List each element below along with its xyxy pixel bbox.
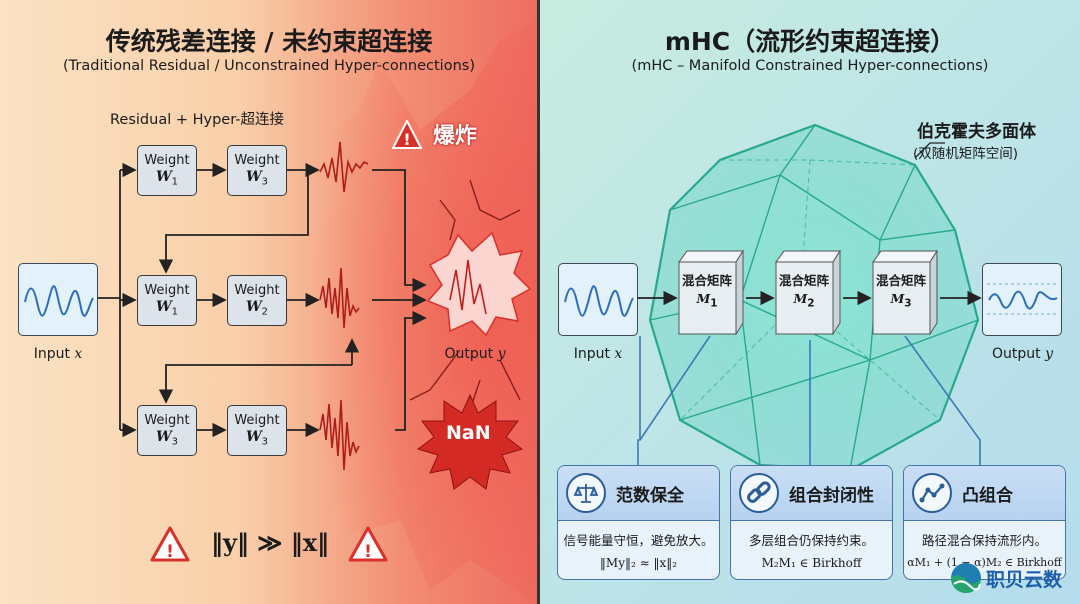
input-label: Input x	[573, 346, 623, 362]
panel-divider	[537, 0, 540, 604]
polytope-label: 伯克霍夫多面体	[917, 122, 1036, 142]
polytope-label-leader	[914, 142, 945, 159]
output-explosion	[426, 231, 532, 337]
output-label: Output y	[991, 346, 1053, 362]
left-diagram-graphics: ! ! !	[98, 20, 538, 604]
input-signal-box	[18, 263, 98, 336]
section-label: Residual + Hyper-超连接	[110, 112, 284, 128]
svg-text:!: !	[364, 542, 372, 562]
svg-text:!: !	[166, 542, 174, 562]
balance-scale-icon	[566, 473, 606, 513]
warning-icon	[392, 120, 422, 149]
warning-icon-left: !	[150, 526, 190, 562]
weight-box: Weight W3	[227, 145, 287, 196]
right-subtitle: (mHC – Manifold Constrained Hyper-connec…	[631, 58, 989, 74]
nan-starburst	[416, 393, 524, 490]
explosion-label: 爆炸	[433, 124, 478, 149]
cracks	[409, 179, 521, 411]
nan-label: NaN	[446, 422, 491, 444]
right-title: mHC（流形约束超连接）	[664, 27, 956, 56]
feature-card-convex-combination: 凸组合 路径混合保持流形内。 αM₁ + (1 − α)M₂ ∈ Birkhof…	[903, 465, 1066, 580]
warning-icon-right: !	[348, 526, 388, 562]
right-panel: mHC（流形约束超连接） (mHC – Manifold Constrained…	[540, 0, 1080, 604]
watermark-logo-icon	[951, 563, 981, 593]
svg-text:!: !	[403, 130, 410, 149]
line-chart-icon	[912, 473, 952, 513]
wave-icon	[24, 285, 94, 317]
left-title: 传统残差连接 / 未约束超连接	[105, 27, 433, 56]
mixing-matrix-cube: 混合矩阵 M3	[872, 250, 938, 335]
stable-wave-icon	[987, 283, 1058, 315]
input-label: Input x	[33, 346, 83, 362]
feature-card-compositional-closure: 组合封闭性 多层组合仍保持约束。 M₂M₁ ∈ Birkhoff	[730, 465, 893, 580]
left-subtitle: (Traditional Residual / Unconstrained Hy…	[63, 58, 475, 74]
weight-box: Weight W1	[137, 145, 197, 196]
noisy-signals	[319, 141, 369, 471]
weight-box: Weight W2	[227, 275, 287, 326]
output-label: Output y	[444, 346, 506, 362]
left-panel: 传统残差连接 / 未约束超连接 (Traditional Residual / …	[0, 0, 538, 604]
weight-box: Weight W3	[137, 405, 197, 456]
weight-box: Weight W1	[137, 275, 197, 326]
chain-link-icon	[739, 473, 779, 513]
mixing-matrix-cube: 混合矩阵 M1	[678, 250, 744, 335]
wave-icon	[564, 285, 634, 317]
output-signal-box	[982, 263, 1062, 336]
input-signal-box	[558, 263, 638, 336]
weight-box: Weight W3	[227, 405, 287, 456]
mixing-matrix-cube: 混合矩阵 M2	[775, 250, 841, 335]
feature-card-norm-preservation: 范数保全 信号能量守恒，避免放大。 ‖My‖₂ ≈ ‖x‖₂	[557, 465, 720, 580]
watermark: 职贝云数	[950, 562, 1062, 594]
polytope-sublabel: (双随机矩阵空间)	[913, 146, 1019, 162]
explosion-formula: ‖y‖ ≫ ‖x‖	[210, 528, 330, 557]
card-connectors	[637, 335, 981, 465]
